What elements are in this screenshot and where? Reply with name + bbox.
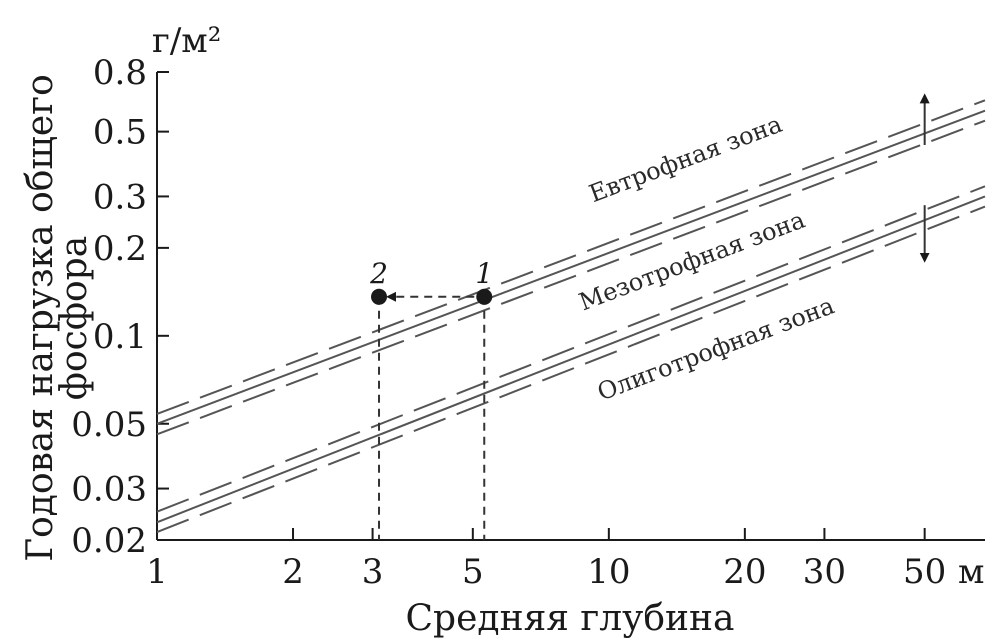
x-tick-label: 50 — [903, 552, 946, 592]
point-1-label: 1 — [475, 257, 493, 290]
point-2-label: 2 — [369, 257, 388, 290]
axes — [156, 72, 985, 541]
x-tick-label: 2 — [282, 552, 304, 592]
y-ticks: 0.02 0.03 0.05 0.1 0.2 0.3 0.5 0.8 — [71, 53, 169, 561]
guide-lines — [378, 291, 486, 540]
y-tick-label: 0.03 — [71, 470, 147, 510]
y-axis-title-line-2: фосфора — [54, 236, 95, 400]
boundary-dashed-line-1-1 — [156, 99, 986, 415]
x-tick-label: 1 — [146, 552, 168, 592]
data-points: 12 — [369, 257, 493, 305]
oligotrophic-zone-label: Олиготрофная зона — [594, 292, 838, 407]
y-tick-label: 0.2 — [93, 229, 147, 269]
x-tick-label: 10 — [587, 552, 630, 592]
x-tick-label: 3 — [362, 552, 384, 592]
x-tick-label: 5 — [462, 552, 484, 592]
boundary-dashed-line-2-1 — [156, 185, 986, 513]
y-axis-title-line-1: Годовая нагрузка общего — [20, 74, 61, 561]
y-unit-label: г/м² — [152, 21, 221, 61]
y-tick-label: 0.05 — [71, 405, 147, 445]
boundary-dashed-line-1-2 — [156, 119, 986, 436]
x-axis-title: Средняя глубина — [406, 598, 735, 639]
boundary-solid-line-2 — [156, 195, 986, 524]
eutrophic-zone-label: Евтрофная зона — [585, 110, 786, 208]
y-tick-label: 0.8 — [93, 53, 147, 93]
point-2 — [371, 288, 388, 305]
y-tick-label: 0.5 — [93, 113, 147, 153]
y-tick-label: 0.3 — [93, 177, 147, 217]
x-tick-label: 30 — [803, 552, 846, 592]
boundary-dashed-line-2-2 — [156, 205, 986, 533]
y-tick-label: 0.1 — [93, 317, 147, 357]
x-tick-label: 20 — [723, 552, 766, 592]
point-1 — [476, 288, 493, 305]
x-unit-label: м — [958, 552, 984, 592]
y-axis-title: Годовая нагрузка общего фосфора — [20, 74, 95, 561]
y-tick-label: 0.02 — [71, 521, 147, 561]
trophic-boundary-lines — [156, 99, 986, 533]
x-ticks: 1 2 3 5 10 20 30 50 — [146, 528, 946, 592]
boundary-solid-line-1 — [156, 109, 986, 425]
